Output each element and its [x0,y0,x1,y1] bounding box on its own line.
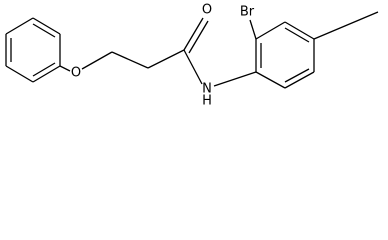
bond-inner [284,27,310,43]
structure-diagram: O O N H Br [5,3,379,109]
bond [111,51,149,69]
bond [5,17,34,35]
atom-label: H [202,94,212,109]
bond [32,65,61,83]
bond [183,17,204,51]
bond [147,49,185,69]
bond-inner [32,62,56,77]
bond [183,49,203,85]
bond [284,71,315,89]
bond-inner [284,68,310,83]
atom-label: Br [240,5,255,20]
bond [213,71,257,87]
bond [313,11,379,40]
bond [59,65,71,72]
atom-label: O [71,66,81,81]
bond [255,71,286,89]
bond [249,19,257,40]
bond-double [188,20,209,54]
atom-label: O [202,3,212,18]
bond [32,17,61,35]
bond-inner [32,23,56,38]
bond [5,65,34,83]
bond [255,21,286,40]
bond [284,21,315,40]
bond [81,51,113,70]
bonds [5,11,379,89]
atom-label: N [202,82,212,97]
